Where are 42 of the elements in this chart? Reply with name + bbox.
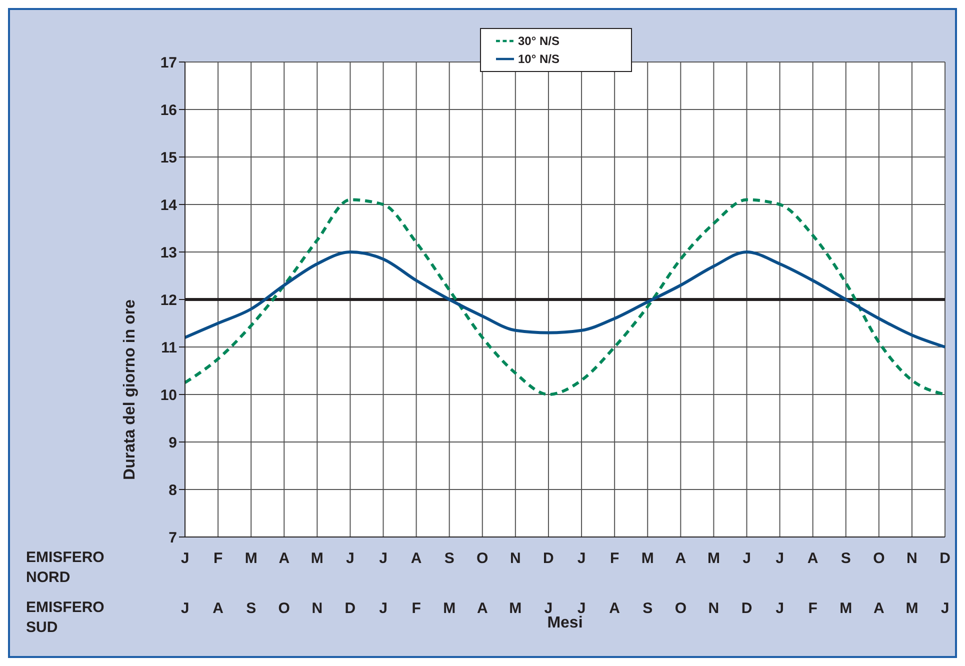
text: EMISFERO SUD	[26, 598, 106, 638]
category-label: J D	[344, 550, 356, 617]
category-label: O A	[873, 550, 885, 617]
category-label: D J	[940, 550, 950, 617]
category-label: A F	[410, 550, 422, 617]
line-series	[184, 250, 946, 348]
category-label: N M	[509, 550, 522, 617]
category-label: J D	[741, 550, 752, 617]
text: EMISFERO NORD	[26, 548, 106, 588]
category-label: M S	[641, 550, 654, 617]
y-tick-label: 7	[168, 529, 177, 546]
category-label: M N	[310, 550, 324, 617]
category-label: N M	[906, 550, 918, 617]
legend-label: 30° N/S	[518, 34, 560, 48]
y-tick-label: 14	[160, 196, 178, 214]
category-label: M S	[244, 550, 258, 617]
y-tick-label: 9	[168, 434, 177, 452]
category-label: A O	[278, 550, 290, 617]
category-label: J J	[776, 550, 784, 617]
category-label: F A	[212, 550, 224, 617]
category-label: A F	[807, 550, 818, 617]
y-tick-label: 16	[160, 102, 177, 119]
y-tick-label: 12	[160, 292, 177, 309]
x-axis-title: Mesi	[547, 614, 583, 632]
y-tick-label: 13	[160, 244, 177, 262]
category-label: J J	[379, 550, 388, 617]
category-label: J J	[577, 550, 586, 617]
category-label: O A	[476, 550, 488, 617]
y-tick-label: 17	[160, 54, 177, 72]
category-label: D J	[543, 550, 554, 617]
category-label: M N	[707, 550, 720, 617]
category-label: A O	[674, 550, 686, 617]
y-tick-label: 15	[160, 149, 177, 166]
y-tick-label: 8	[168, 482, 177, 499]
y-tick-label: 11	[161, 339, 177, 356]
category-label: F A	[609, 550, 620, 617]
y-tick-label: 10	[160, 386, 177, 404]
category-label: S M	[840, 550, 852, 617]
category-label: J J	[180, 550, 190, 617]
category-label: S M	[443, 550, 456, 617]
legend-label: 10° N/S	[518, 52, 560, 66]
y-axis-title: Durata del giorno in ore	[122, 299, 139, 480]
